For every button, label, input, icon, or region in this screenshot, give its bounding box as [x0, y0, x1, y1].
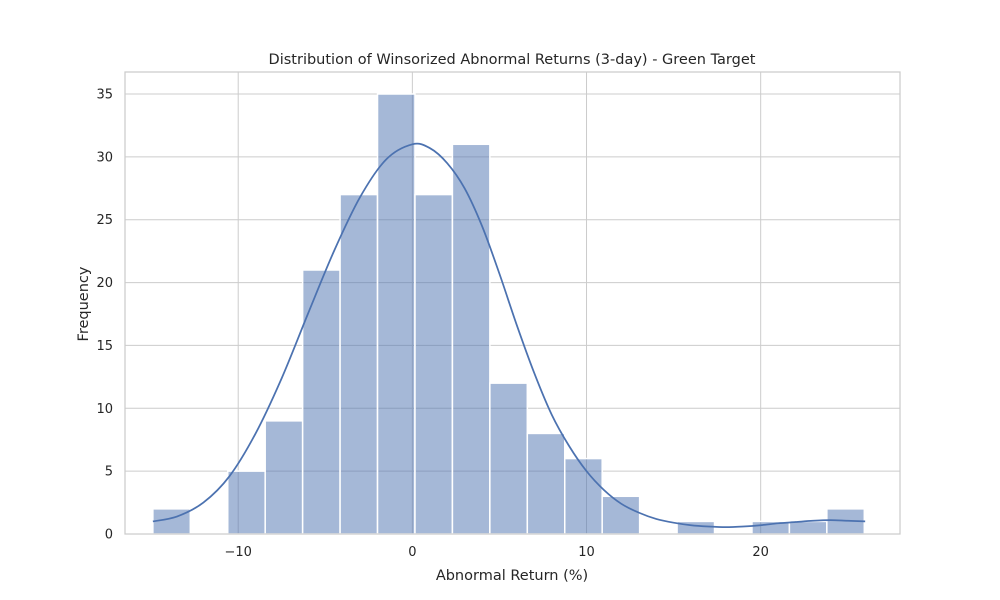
- y-tick-label: 20: [96, 276, 113, 291]
- histogram-bar: [451, 143, 491, 535]
- histogram-bar: [264, 420, 304, 535]
- kde-curve: [152, 142, 866, 528]
- histogram-bar: [414, 193, 454, 535]
- y-tick-label: 35: [96, 88, 113, 103]
- histogram-bar: [376, 93, 416, 535]
- x-axis-label: Abnormal Return (%): [436, 568, 588, 584]
- y-tick-label: 25: [96, 213, 113, 228]
- histogram-bar: [301, 269, 341, 535]
- y-axis-ticks: 0 5 10 15 20 25 30 35: [96, 88, 113, 543]
- plot-frame: [124, 71, 901, 535]
- x-tick-label: −10: [224, 545, 251, 560]
- x-tick-label: 20: [752, 545, 769, 560]
- x-tick-label: 10: [578, 545, 595, 560]
- histogram-bar: [227, 470, 266, 535]
- histogram-bar: [788, 520, 828, 535]
- y-tick-label: 5: [105, 465, 113, 480]
- y-tick-label: 15: [96, 339, 113, 354]
- histogram-bar: [526, 432, 566, 535]
- y-axis-label: Frequency: [76, 266, 92, 341]
- chart-title: Distribution of Winsorized Abnormal Retu…: [269, 52, 756, 68]
- y-tick-label: 30: [96, 150, 113, 165]
- histogram-bar: [563, 457, 603, 535]
- x-tick-label: 0: [408, 545, 416, 560]
- histogram-bar: [489, 382, 529, 535]
- histogram-bars: [152, 93, 866, 535]
- x-axis-ticks: −10 0 10 20: [224, 545, 768, 560]
- y-tick-label: 10: [96, 402, 113, 417]
- y-tick-label: 0: [105, 528, 113, 543]
- histogram-bar: [601, 495, 641, 535]
- histogram-bar: [339, 193, 379, 535]
